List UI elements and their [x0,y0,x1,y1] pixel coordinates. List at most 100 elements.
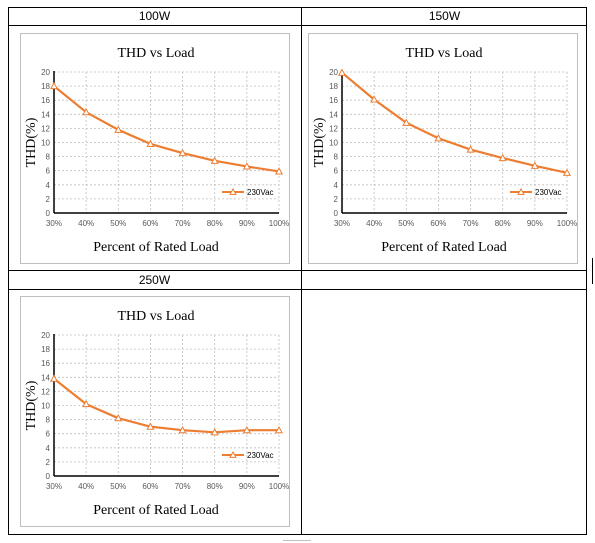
x-tick-label: 70% [175,482,191,491]
layout-table [8,7,587,535]
y-tick-label: 20 [41,68,50,77]
y-tick-label: 2 [46,458,51,467]
y-tick-label: 20 [329,68,338,77]
x-tick-label: 40% [78,482,94,491]
data-point-marker [82,107,91,116]
x-axis-label: Percent of Rated Load [93,503,219,518]
y-tick-label: 18 [41,345,50,354]
x-tick-label: 50% [110,219,126,228]
x-tick-label: 70% [175,219,191,228]
data-point-marker [242,162,251,170]
chart-title: THD vs Load [406,46,483,61]
header-150w: 150W [428,9,461,23]
data-point-marker [146,139,155,147]
chart-title: THD vs Load [118,309,195,324]
y-tick-label: 18 [329,82,338,91]
chart-150w: THD vs Load 0 2 4 6 8 10 12 14 16 18 20 30% 40% 50% 60%… [312,46,577,255]
x-tick-label: 80% [207,482,223,491]
y-tick-label: 14 [41,373,50,382]
header-100w: 100W [138,9,171,23]
data-point-marker [178,148,187,157]
x-tick-label: 50% [110,482,126,491]
table-divider-lower-header [8,289,587,290]
y-axis-label: THD(%) [24,380,39,430]
x-tick-label: 30% [334,219,350,228]
legend-marker [229,187,237,195]
y-tick-label: 4 [46,444,51,453]
y-tick-label: 14 [41,110,50,119]
y-tick-label: 10 [41,139,50,148]
series-line-0 [53,377,279,434]
y-tick-label: 4 [46,181,51,190]
y-tick-label: 12 [329,124,338,133]
chart-panel-150w: THD vs Load 0 2 4 6 8 10 12 14 16 18 20 30% 40% 50% 60%… [308,33,578,264]
chart-panel-250w: THD vs Load 0 2 4 6 8 10 12 14 16 18 20 30% 40% 50% 60%… [20,296,290,527]
x-tick-label: 100% [269,482,289,491]
data-point-marker [114,125,123,133]
page-edge-mark [592,258,593,284]
y-tick-label: 2 [46,195,51,204]
data-point-marker [49,81,59,90]
legend-marker [229,450,237,458]
y-tick-label: 14 [329,110,338,119]
table-divider-vertical [301,7,302,535]
y-tick-label: 20 [41,331,50,340]
table-divider-top-header [8,25,587,26]
y-tick-label: 4 [334,181,339,190]
data-point-marker [337,68,347,76]
y-tick-label: 8 [46,416,51,425]
chart-250w: THD vs Load 0 2 4 6 8 10 12 14 16 18 20 30% 40% 50% 60%… [24,309,289,518]
data-point-marker [498,153,507,162]
data-point-marker [146,422,155,430]
x-tick-label: 70% [463,219,479,228]
y-tick-label: 16 [329,96,338,105]
y-tick-label: 2 [334,195,339,204]
x-tick-label: 100% [557,219,577,228]
data-point-marker [114,413,123,422]
data-point-marker [402,118,411,126]
x-tick-label: 60% [430,219,446,228]
x-axis-label: Percent of Rated Load [381,240,507,255]
x-tick-label: 40% [78,219,94,228]
legend-label: 230Vac [247,451,274,460]
data-point-marker [242,425,251,434]
chart-100w: THD vs Load 0 2 4 6 8 10 12 14 16 18 20 30% 40% 50% 60%… [24,46,289,255]
x-tick-label: 80% [495,219,511,228]
data-point-marker [562,168,572,176]
x-tick-label: 90% [239,482,255,491]
data-point-marker [274,425,284,434]
x-tick-label: 40% [366,219,382,228]
legend-marker [517,187,525,195]
series-line-0 [341,71,568,174]
y-tick-label: 6 [46,167,51,176]
y-tick-label: 6 [46,430,51,439]
y-tick-label: 16 [41,96,50,105]
chart-panel-100w: THD vs Load 0 2 4 6 8 10 12 14 16 18 20 30% 40% 50% 60%… [20,33,290,264]
y-tick-label: 12 [41,124,50,133]
data-point-marker [530,161,539,169]
y-tick-label: 10 [329,139,338,148]
legend-label: 230Vac [247,188,274,197]
y-axis-label: THD(%) [24,117,39,167]
x-tick-label: 90% [239,219,255,228]
x-tick-label: 60% [142,219,158,228]
data-point-marker [82,399,91,408]
y-tick-label: 12 [41,387,50,396]
y-tick-label: 8 [46,153,51,162]
data-point-marker [49,374,59,382]
x-tick-label: 90% [527,219,543,228]
legend-label: 230Vac [535,188,562,197]
data-point-marker [210,156,219,164]
y-axis-label: THD(%) [312,117,327,167]
x-tick-label: 60% [142,482,158,491]
data-point-marker [178,425,187,434]
header-250w: 250W [138,273,171,287]
x-tick-label: 50% [398,219,414,228]
chart-title: THD vs Load [118,46,195,61]
y-tick-label: 18 [41,82,50,91]
y-tick-label: 8 [334,153,339,162]
x-axis-label: Percent of Rated Load [93,240,219,255]
data-point-marker [370,95,379,103]
x-tick-label: 80% [207,219,223,228]
y-tick-label: 16 [41,359,50,368]
